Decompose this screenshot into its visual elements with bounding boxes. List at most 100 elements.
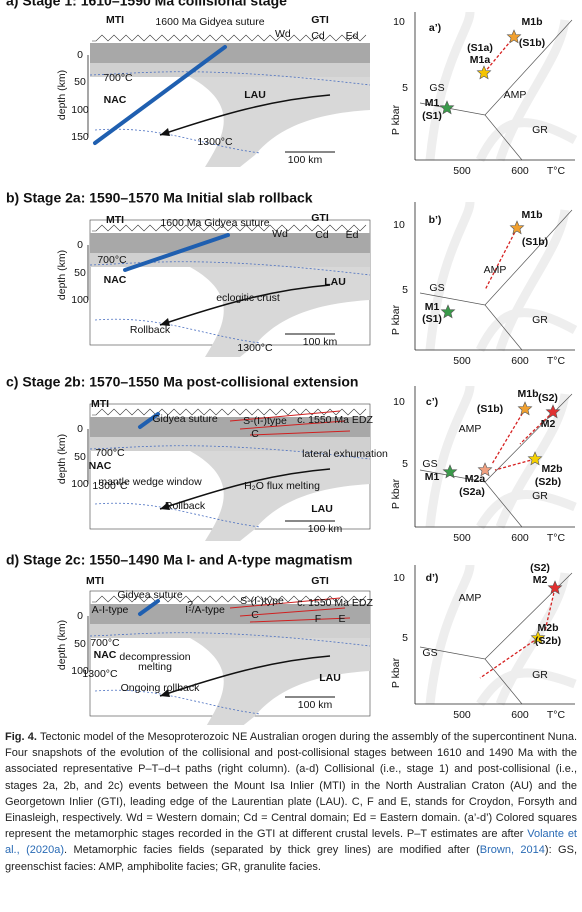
suture-slab [138,599,160,616]
upper-crust [90,604,370,624]
section-label: lateral exhumation [302,448,388,460]
arrow-head [160,502,170,510]
pt-path [544,587,556,632]
pt-label: AMP [459,423,482,435]
isotherm [89,261,371,276]
section-label: LAU [244,89,266,101]
lower-crust [90,63,370,77]
pt-label: GS [422,458,437,470]
panel: a) Stage 1: 1610–1590 Ma collisional sta… [6,0,578,177]
section-label: Ed [346,229,359,241]
caption-label: Fig. 4. [5,731,37,743]
pt-path [484,227,518,291]
section-label: MTI [106,214,124,226]
pt-label: GS [422,647,437,659]
section-label: ? [187,599,193,611]
isotherm [89,71,371,86]
section-label: C [251,428,259,440]
section-label: Wd [275,28,291,40]
upper-crust [90,233,370,253]
pt-label: M1b [522,209,543,221]
section-label: 0 [77,423,83,435]
citation-link[interactable]: Volante et al., (2020a) [5,828,577,857]
star [547,580,563,595]
pt-label: P kbar [390,104,402,135]
reaction-lines [419,572,573,705]
pt-label: d’) [426,572,439,584]
pt-label: 10 [393,16,405,28]
pt-label: GR [532,490,548,502]
section-label: NAC [104,94,127,106]
caption: Fig. 4. Tectonic model of the Mesoproter… [5,729,577,875]
pt-label: (S1) [422,110,442,122]
pt-path [479,637,539,679]
pt-label: 600 [511,532,529,544]
lower-crust [90,437,370,451]
pt-label: GS [429,82,444,94]
pt-label: 600 [511,165,529,177]
section-label: 1600 Ma Gidyea suture [155,16,264,28]
section-label: eclogitic crust [216,292,280,304]
folds [92,408,367,416]
section-label: decompression [119,651,190,663]
section-label: 0 [77,610,83,622]
pt-label: P kbar [390,478,402,509]
section-label: 100 [71,665,89,677]
pt-path [483,36,515,74]
star [440,304,456,319]
pt-label: (S2b) [535,476,561,488]
citation-link[interactable]: Brown, 2014 [479,844,545,857]
suture-slab [93,45,227,145]
pt-label: GS [429,282,444,294]
lower-crust [90,253,370,267]
section-label: 50 [74,267,86,279]
pt-label: M1 [425,97,440,109]
section-label: MTI [86,575,104,587]
star [517,401,533,416]
star [476,65,492,80]
section-label: depth (km) [56,434,68,484]
pt-label: T°C [547,165,566,177]
section-label: melting [138,661,172,673]
section-label: mantle wedge window [98,476,202,488]
pt-label: M1 [425,471,440,483]
section-label: GTI [311,575,329,587]
pt-label: 5 [402,284,408,296]
pt-label: (S1b) [522,236,548,248]
panel: c) Stage 2b: 1570–1550 Ma post-collision… [6,374,577,544]
panel: b) Stage 2a: 1590–1570 Ma Initial slab r… [6,190,578,367]
pt-label: 500 [453,532,471,544]
pt-label: (S2) [538,392,558,404]
pt-label: M2b [542,463,563,475]
section-label: 150 [71,131,89,143]
pt-label: 600 [511,355,529,367]
pt-label: GR [532,314,548,326]
panel-title: d) Stage 2c: 1550–1490 Ma I- and A-type … [6,552,353,568]
section-label: depth (km) [56,70,68,120]
section-label: 50 [74,451,86,463]
pt-label: a’) [429,22,441,34]
star [530,630,546,645]
panel-title: b) Stage 2a: 1590–1570 Ma Initial slab r… [6,190,313,206]
pt-label: 600 [511,709,529,721]
pt-label: 5 [402,458,408,470]
star [509,220,525,235]
section-label: 50 [74,76,86,88]
section-label: 100 [71,294,89,306]
isotherm [94,318,261,344]
section-label: Ed [346,30,359,42]
pt-label: M2 [533,574,548,586]
section-label: 1300°C [92,480,128,492]
red-faults [229,410,351,436]
suture-slab [138,412,160,429]
pt-label: M2a [465,473,486,485]
isotherm [89,632,371,647]
section-label: S-(I-)type [240,595,284,607]
pt-path [491,408,526,465]
section-label: 0 [77,239,83,251]
pt-label: c’) [426,396,438,408]
pt-label: P kbar [390,304,402,335]
pt-label: M1a [470,54,491,66]
star [545,404,561,419]
section-label: Cd [311,30,325,42]
